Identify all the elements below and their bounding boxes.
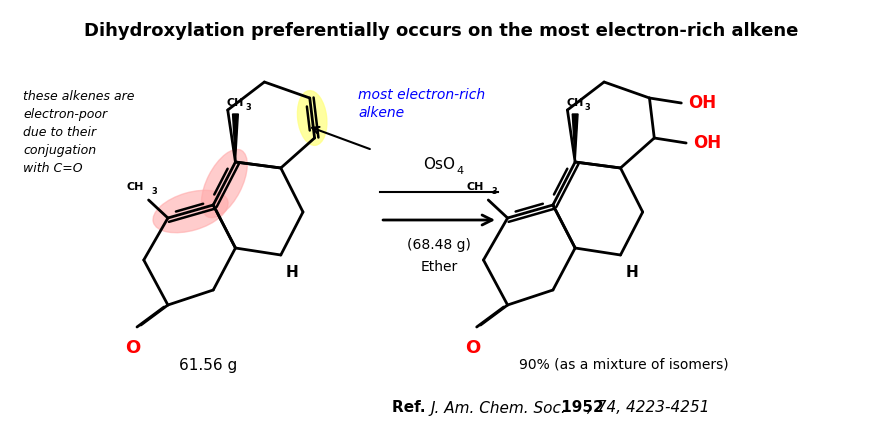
Text: Dihydroxylation preferentially occurs on the most electron-rich alkene: Dihydroxylation preferentially occurs on… xyxy=(84,22,798,40)
Text: 61.56 g: 61.56 g xyxy=(179,358,237,373)
Text: Ether: Ether xyxy=(421,260,458,274)
Text: 3: 3 xyxy=(491,187,497,196)
Text: OH: OH xyxy=(688,94,716,112)
Text: (68.48 g): (68.48 g) xyxy=(407,238,471,252)
Text: most electron-rich
alkene: most electron-rich alkene xyxy=(358,88,485,120)
Polygon shape xyxy=(572,114,578,162)
Text: CH: CH xyxy=(466,182,483,192)
Text: these alkenes are
electron-poor
due to their
conjugation
with C=O: these alkenes are electron-poor due to t… xyxy=(23,90,135,175)
Text: 90% (as a mixture of isomers): 90% (as a mixture of isomers) xyxy=(519,358,729,372)
Text: CH: CH xyxy=(126,182,144,192)
Text: 3: 3 xyxy=(152,187,157,196)
Text: O: O xyxy=(125,339,141,357)
Ellipse shape xyxy=(201,149,247,217)
Text: OsO: OsO xyxy=(423,157,455,172)
Ellipse shape xyxy=(297,91,327,145)
Text: Ref.: Ref. xyxy=(392,401,430,415)
Text: H: H xyxy=(625,265,638,280)
Text: 1952: 1952 xyxy=(556,401,603,415)
Text: H: H xyxy=(286,265,298,280)
Text: O: O xyxy=(465,339,481,357)
Ellipse shape xyxy=(153,191,228,233)
Text: CH: CH xyxy=(566,98,584,108)
Text: 3: 3 xyxy=(585,103,591,112)
Text: , 74, 4223-4251: , 74, 4223-4251 xyxy=(587,401,709,415)
Text: CH: CH xyxy=(227,98,244,108)
Text: OH: OH xyxy=(693,134,721,152)
Text: 4: 4 xyxy=(457,166,464,176)
Text: J. Am. Chem. Soc.: J. Am. Chem. Soc. xyxy=(430,401,566,415)
Text: 3: 3 xyxy=(245,103,250,112)
Polygon shape xyxy=(233,114,238,162)
